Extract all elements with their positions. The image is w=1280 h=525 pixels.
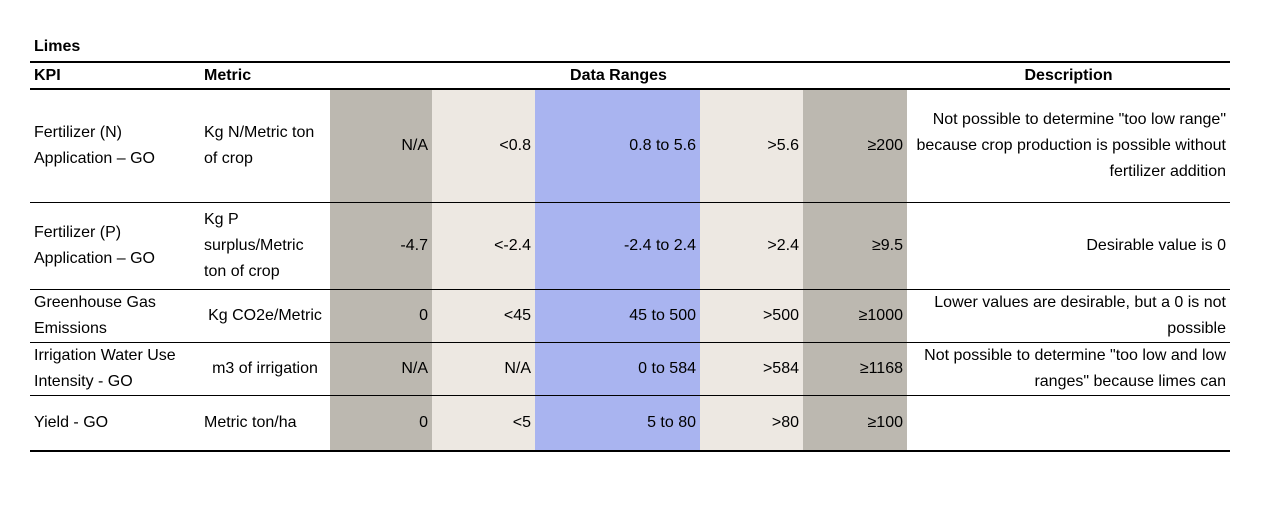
cell-text: 45 to 500 [629, 306, 696, 324]
description-cell [907, 395, 1230, 451]
range-cell: <45 [432, 289, 535, 342]
cell-text: Desirable value is 0 [1086, 236, 1226, 254]
cell-text: <45 [503, 306, 531, 324]
range-cell: <-2.4 [432, 202, 535, 289]
cell-text: >5.6 [767, 136, 799, 154]
cell-text: >2.4 [767, 236, 799, 254]
cell-text: Metric ton/ha [204, 413, 297, 431]
range-cell: 0.8 to 5.6 [535, 89, 700, 202]
table-title: Limes [34, 38, 81, 55]
cell-text: Yield - GO [34, 413, 109, 431]
cell-text: 0 [419, 413, 428, 431]
metric-cell: Kg CO2e/Metric [200, 289, 330, 342]
range-cell: >80 [700, 395, 803, 451]
range-cell: ≥200 [803, 89, 907, 202]
metric-cell: m3 of irrigation [200, 342, 330, 395]
cell-text: <-2.4 [494, 236, 531, 254]
metric-cell: Kg P surplus/Metric ton of crop [200, 202, 330, 289]
metric-cell: Metric ton/ha [200, 395, 330, 451]
cell-text: Kg N/Metric ton of crop [204, 123, 315, 167]
cell-text: Greenhouse Gas Emissions [34, 293, 156, 337]
table-row: Yield - GO Metric ton/ha 0 <5 5 to 80 >80 ≥100 [30, 395, 1230, 451]
cell-text: ≥9.5 [871, 236, 903, 254]
range-cell: >5.6 [700, 89, 803, 202]
cell-text: -4.7 [400, 236, 428, 254]
cell-text: 0 to 584 [638, 359, 696, 377]
range-cell: ≥9.5 [803, 202, 907, 289]
cell-text: <5 [512, 413, 531, 431]
table-body: Fertilizer (N) Application – GO Kg N/Metr… [30, 89, 1230, 451]
cell-text: m3 of irrigation [212, 359, 318, 377]
range-cell: 0 [330, 395, 432, 451]
kpi-cell: Fertilizer (N) Application – GO [30, 89, 200, 202]
cell-text: 5 to 80 [647, 413, 696, 431]
kpi-cell: Greenhouse Gas Emissions [30, 289, 200, 342]
cell-text: 0.8 to 5.6 [629, 136, 696, 154]
range-cell: >2.4 [700, 202, 803, 289]
range-cell: ≥100 [803, 395, 907, 451]
cell-text: <0.8 [499, 136, 531, 154]
range-cell: >500 [700, 289, 803, 342]
cell-text: Kg CO2e/Metric [208, 306, 322, 324]
cell-text: Not possible to determine "too low and l… [924, 346, 1226, 390]
range-cell: N/A [330, 342, 432, 395]
range-cell: 0 [330, 289, 432, 342]
cell-text: Lower values are desirable, but a 0 is n… [934, 293, 1226, 337]
kpi-table: KPI Metric Data Ranges Description Ferti… [30, 61, 1230, 452]
table-row: Greenhouse Gas Emissions Kg CO2e/Metric 0 <… [30, 289, 1230, 342]
range-cell: N/A [330, 89, 432, 202]
kpi-cell: Fertilizer (P) Application – GO [30, 202, 200, 289]
kpi-cell: Irrigation Water Use Intensity - GO [30, 342, 200, 395]
range-cell: -4.7 [330, 202, 432, 289]
range-cell: <0.8 [432, 89, 535, 202]
cell-text: >80 [771, 413, 799, 431]
header-cell: Metric [204, 66, 252, 84]
cell-text: Irrigation Water Use Intensity - GO [34, 346, 176, 390]
table-container: Limes KPI Metric Data Ranges Description… [30, 36, 1230, 452]
description-cell: Not possible to determine "too low range… [907, 89, 1230, 202]
range-cell: >584 [700, 342, 803, 395]
description-cell: Not possible to determine "too low and l… [907, 342, 1230, 395]
cell-text: N/A [401, 136, 428, 154]
cell-text: Fertilizer (N) Application – GO [34, 123, 155, 167]
table-row: Fertilizer (N) Application – GO Kg N/Metr… [30, 89, 1230, 202]
metric-cell: Kg N/Metric ton of crop [200, 89, 330, 202]
cell-text: N/A [401, 359, 428, 377]
range-cell: ≥1168 [803, 342, 907, 395]
cell-text: 0 [419, 306, 428, 324]
cell-text: >584 [762, 359, 799, 377]
table-row: Fertilizer (P) Application – GO Kg P surp… [30, 202, 1230, 289]
header-cell: Description [1024, 66, 1113, 84]
description-cell: Lower values are desirable, but a 0 is n… [907, 289, 1230, 342]
cell-text: -2.4 to 2.4 [623, 236, 696, 254]
range-cell: 0 to 584 [535, 342, 700, 395]
kpi-cell: Yield - GO [30, 395, 200, 451]
range-cell: 5 to 80 [535, 395, 700, 451]
table-row: Irrigation Water Use Intensity - GO m3 of… [30, 342, 1230, 395]
cell-text: ≥100 [867, 413, 903, 431]
cell-text: ≥200 [867, 136, 903, 154]
cell-text: Kg P surplus/Metric ton of crop [204, 210, 304, 280]
cell-text: Fertilizer (P) Application – GO [34, 223, 155, 267]
range-cell: 45 to 500 [535, 289, 700, 342]
description-cell: Desirable value is 0 [907, 202, 1230, 289]
cell-text: ≥1168 [859, 359, 903, 377]
cell-text: Not possible to determine "too low range… [916, 110, 1226, 180]
range-cell: <5 [432, 395, 535, 451]
header-cell: KPI [34, 66, 61, 84]
range-cell: -2.4 to 2.4 [535, 202, 700, 289]
header-row: KPI Metric Data Ranges Description [30, 62, 1230, 89]
header-cell: Data Ranges [570, 66, 667, 84]
range-cell: ≥1000 [803, 289, 907, 342]
cell-text: N/A [504, 359, 531, 377]
cell-text: >500 [762, 306, 799, 324]
cell-text: ≥1000 [858, 306, 903, 324]
range-cell: N/A [432, 342, 535, 395]
